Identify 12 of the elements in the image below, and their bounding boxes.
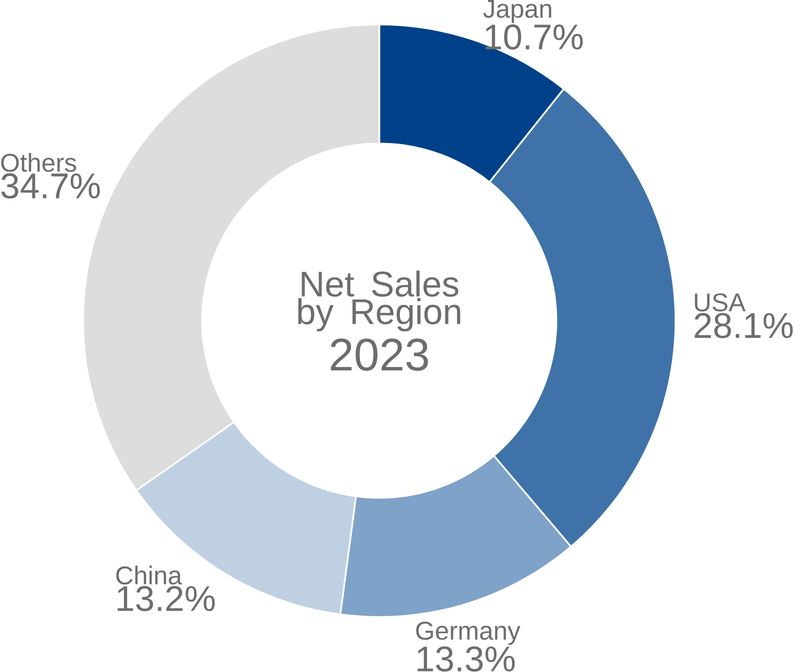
slice-label: USA	[694, 294, 746, 312]
data-label: 34.7%	[1, 174, 100, 199]
data-label: 10.7%	[486, 24, 583, 50]
data-label: 13.2%	[118, 586, 215, 612]
text: Net Sales by Region	[298, 270, 460, 332]
slice-label: Germany	[416, 622, 520, 646]
data-label: 28.1%	[694, 313, 793, 338]
data-label: 13.3%	[418, 646, 515, 672]
slice-label: China	[116, 566, 182, 585]
slice-label: Others	[1, 153, 76, 172]
slice-label: Japan	[483, 0, 552, 24]
text: 2023	[330, 338, 428, 372]
